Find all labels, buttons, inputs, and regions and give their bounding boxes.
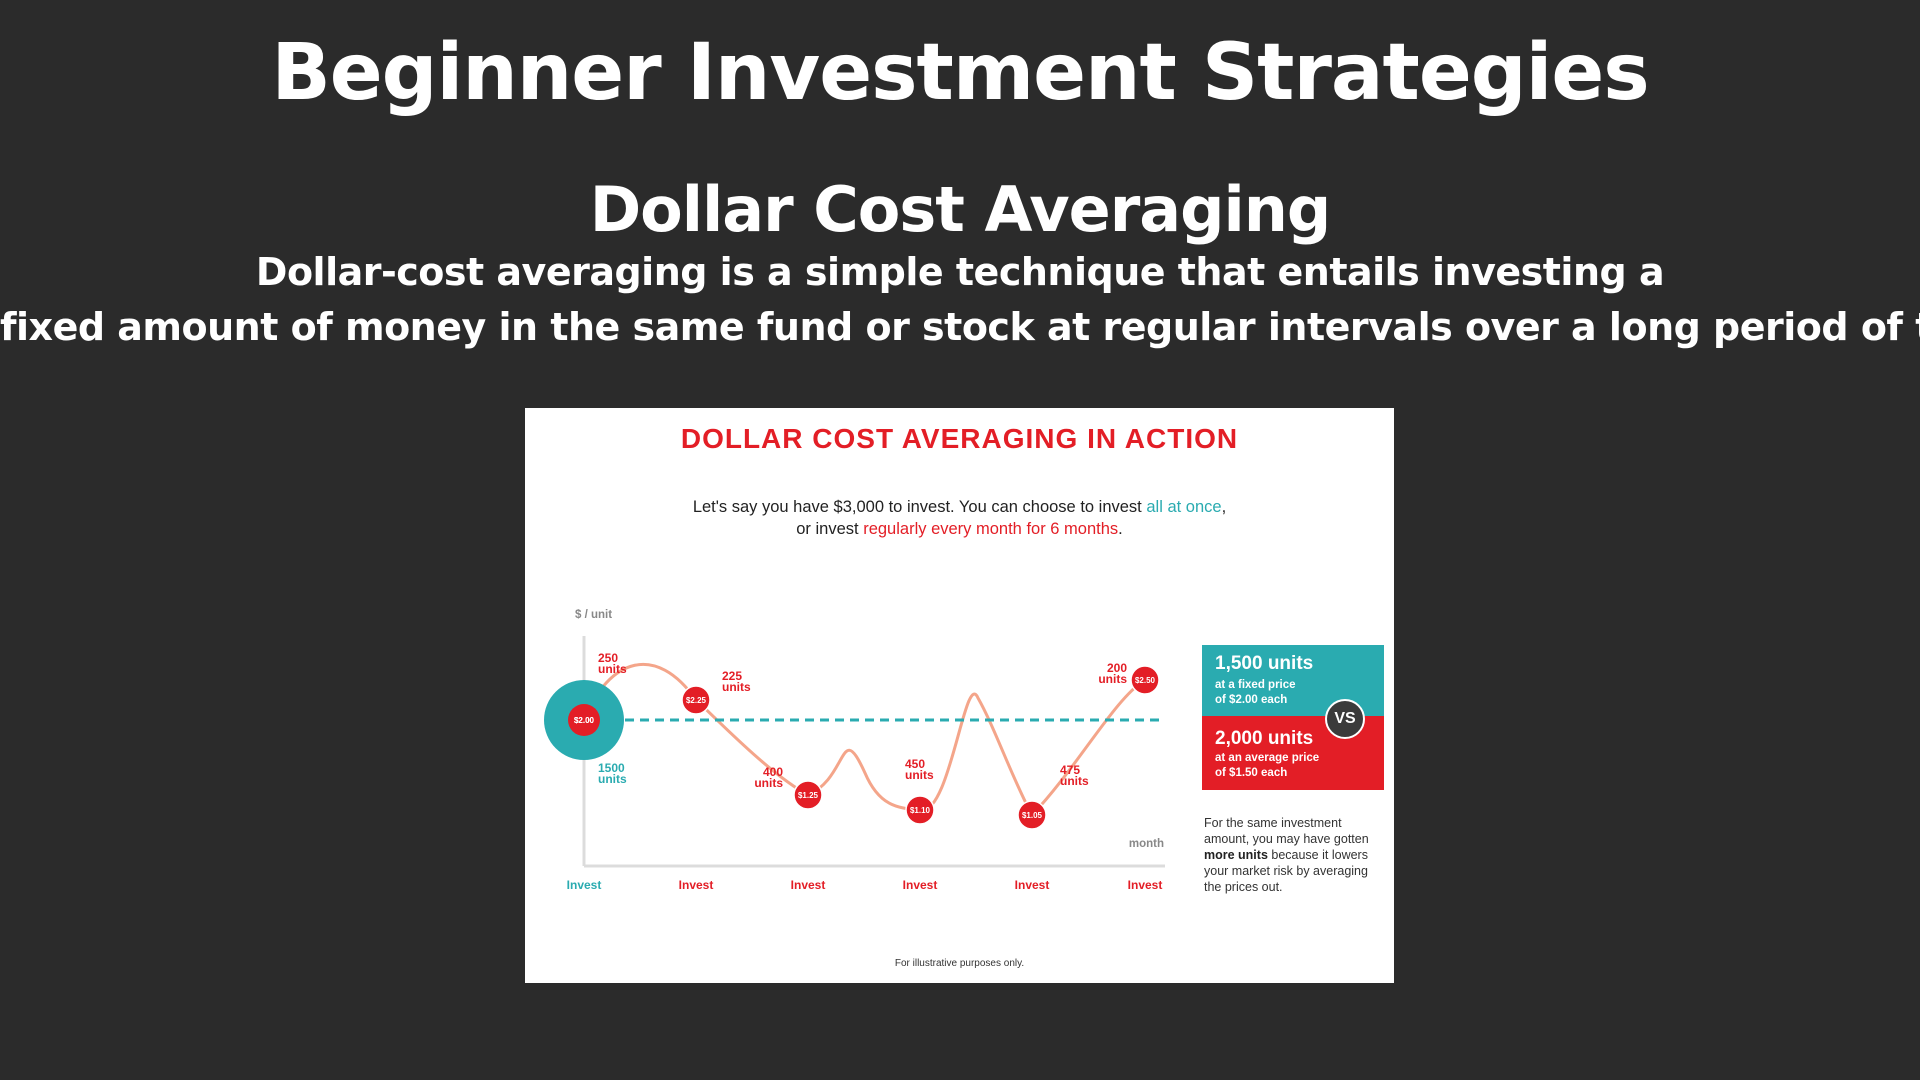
dca-detail-line: of $1.50 each [1215, 767, 1287, 779]
x-tick-label: Invest [567, 878, 602, 892]
dca-detail-line: at an average price [1215, 752, 1319, 764]
units-word: units [905, 768, 934, 782]
x-tick-label: Invest [1128, 878, 1163, 892]
price-label: $1.25 [798, 791, 819, 800]
lump-sum-detail: at a fixed price of $2.00 each [1215, 678, 1296, 708]
page-title: Beginner Investment Strategies [0, 28, 1920, 118]
fixed-price-label: $2.00 [574, 716, 595, 725]
description-line-1: Dollar-cost averaging is a simple techni… [0, 250, 1920, 294]
explanation-note: For the same investment amount, you may … [1204, 815, 1384, 895]
page-subtitle: Dollar Cost Averaging [0, 173, 1920, 246]
description-line-2: fixed amount of money in the same fund o… [0, 305, 1920, 349]
lump-sum-detail-line: at a fixed price [1215, 679, 1296, 691]
x-axis-label: month [1129, 838, 1164, 850]
x-tick-label: Invest [679, 878, 714, 892]
lump-sum-detail-line: of $2.00 each [1215, 694, 1287, 706]
price-label: $2.25 [686, 696, 707, 705]
disclaimer: For illustrative purposes only. [525, 958, 1394, 969]
lump-sum-units: 1,500 units [1215, 653, 1313, 675]
x-tick-label: Invest [791, 878, 826, 892]
price-label: $2.50 [1135, 676, 1156, 685]
x-tick-label: Invest [903, 878, 938, 892]
infographic-panel: DOLLAR COST AVERAGING IN ACTION Let's sa… [525, 408, 1394, 983]
price-label: $1.10 [910, 806, 931, 815]
dca-detail: at an average price of $1.50 each [1215, 751, 1319, 781]
y-axis-label: $ / unit [575, 609, 612, 621]
units-word: units [754, 776, 783, 790]
fixed-units-word: units [598, 772, 627, 786]
units-word: units [1098, 672, 1127, 686]
units-word: units [722, 680, 751, 694]
units-word: units [598, 662, 627, 676]
units-word: units [1060, 774, 1089, 788]
x-tick-label: Invest [1015, 878, 1050, 892]
vs-badge: VS [1325, 699, 1365, 739]
price-curve [584, 664, 1145, 815]
note-emphasis: more units [1204, 848, 1268, 862]
note-part: For the same investment amount, you may … [1204, 816, 1369, 846]
price-label: $1.05 [1022, 811, 1043, 820]
dca-units: 2,000 units [1215, 728, 1313, 750]
